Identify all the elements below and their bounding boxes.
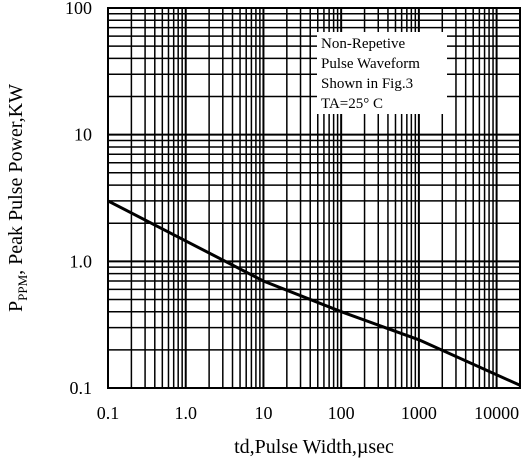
series-line-0 <box>107 199 521 387</box>
y-tick-label: 100 <box>65 0 92 18</box>
annotation-box: Non-Repetive Pulse Waveform Shown in Fig… <box>317 32 447 114</box>
y-axis-label-prefix: P <box>5 301 27 312</box>
x-tick-labels: 0.1 1.0 10 100 1000 10000 <box>97 403 519 423</box>
annotation-line-3: Shown in Fig.3 <box>321 76 413 92</box>
y-axis-label: PPPM, Peak Pulse Power,KW <box>5 84 30 312</box>
x-axis-label: td,Pulse Width,µsec <box>234 436 394 458</box>
annotation-line-4: TA=25° C <box>321 96 383 112</box>
x-tick-label: 1000 <box>401 403 437 423</box>
plot-frame <box>107 7 521 389</box>
annotation-background <box>317 32 447 114</box>
series-layer <box>107 199 521 387</box>
annotation-line-1: Non-Repetive <box>321 36 405 52</box>
x-tick-label: 0.1 <box>97 403 120 423</box>
y-tick-label: 1.0 <box>70 251 93 271</box>
y-tick-label: 0.1 <box>70 378 93 398</box>
x-tick-label: 10 <box>254 403 272 423</box>
annotation-line-2: Pulse Waveform <box>321 56 420 72</box>
grid <box>108 8 520 388</box>
y-axis-label-subscript: PPM <box>15 274 30 300</box>
x-tick-label: 100 <box>328 403 355 423</box>
x-tick-label: 1.0 <box>174 403 197 423</box>
y-tick-label: 10 <box>74 125 92 145</box>
y-axis-label-rest: , Peak Pulse Power,KW <box>5 84 27 275</box>
y-tick-labels: 0.1 1.0 10 100 <box>65 0 92 398</box>
x-tick-label: 10000 <box>474 403 519 423</box>
